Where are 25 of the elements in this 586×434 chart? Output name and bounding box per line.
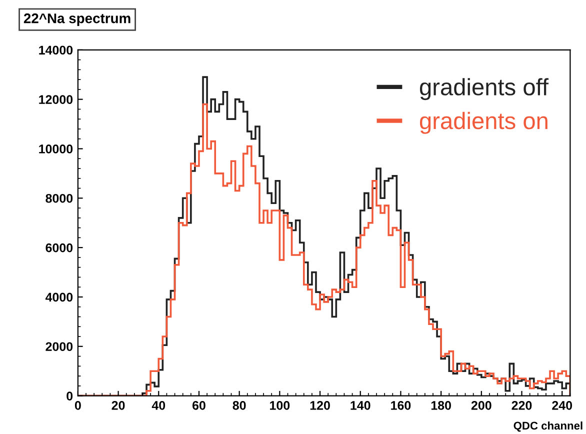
y-tick-label: 6000 [46, 243, 73, 252]
x-tick-label: 80 [232, 401, 246, 410]
x-tick-label: 60 [192, 401, 206, 410]
x-tick-label: 220 [512, 401, 532, 410]
x-tick-label: 20 [112, 401, 125, 410]
x-tick-label: 240 [552, 401, 572, 410]
y-tick-label: 8000 [46, 194, 73, 203]
y-tick-label: 10000 [39, 144, 73, 154]
x-tick-label: 0 [74, 401, 81, 410]
y-tick-label: 12000 [39, 95, 73, 104]
x-axis-title: QDC channel [514, 421, 582, 432]
x-tick-label: 140 [350, 401, 370, 410]
y-tick-label: 2000 [46, 342, 73, 352]
x-tick-label: 40 [152, 401, 166, 410]
y-tick-label: 14000 [39, 46, 73, 55]
y-tick-label: 4000 [45, 292, 73, 302]
y-tick-label: 0 [66, 392, 73, 400]
x-tick-label: 100 [270, 401, 290, 410]
x-tick-label: 200 [471, 401, 492, 410]
legend-label: gradients on [420, 112, 548, 134]
chart-title: 22^Na spectrum [24, 13, 130, 26]
x-tick-label: 160 [391, 401, 411, 410]
legend-label: gradients off [420, 78, 549, 100]
x-tick-label: 120 [310, 401, 330, 410]
x-tick-label: 180 [431, 401, 451, 410]
